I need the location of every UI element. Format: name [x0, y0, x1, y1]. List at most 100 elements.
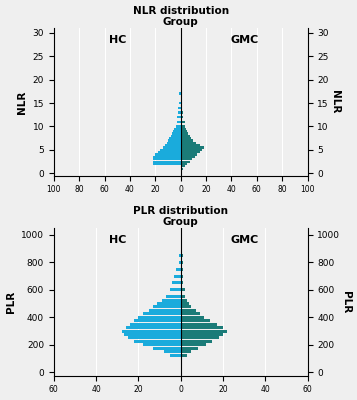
Bar — [153, 306, 181, 308]
Bar — [180, 92, 181, 95]
Bar — [181, 316, 204, 319]
Bar — [181, 282, 183, 284]
Bar — [181, 254, 183, 257]
Bar — [181, 306, 191, 308]
Bar — [128, 336, 181, 340]
Bar — [181, 336, 219, 340]
Title: NLR distribution
Group: NLR distribution Group — [133, 6, 229, 27]
Bar — [153, 347, 181, 350]
Bar — [181, 343, 206, 346]
Bar — [181, 302, 189, 305]
Bar — [124, 333, 181, 336]
Bar — [181, 121, 185, 123]
Bar — [181, 350, 191, 353]
Text: HC: HC — [109, 35, 126, 45]
Bar — [181, 74, 182, 76]
Bar — [181, 330, 227, 332]
Bar — [153, 158, 181, 160]
Text: GMC: GMC — [230, 235, 258, 245]
Bar — [181, 312, 200, 315]
Bar — [177, 121, 181, 123]
Bar — [126, 326, 181, 329]
Bar — [181, 128, 186, 130]
Bar — [181, 125, 185, 128]
Bar — [153, 163, 181, 165]
Bar — [181, 168, 183, 170]
Bar — [181, 298, 187, 302]
Bar — [181, 132, 188, 135]
Bar — [166, 295, 181, 298]
Text: GMC: GMC — [230, 35, 258, 45]
Bar — [178, 106, 181, 109]
Bar — [181, 156, 195, 158]
Bar — [167, 142, 181, 144]
Bar — [166, 144, 181, 146]
Bar — [180, 102, 181, 104]
Bar — [163, 146, 181, 149]
Bar — [172, 282, 181, 284]
Bar — [174, 128, 181, 130]
Bar — [130, 323, 181, 326]
Bar — [178, 111, 181, 114]
Bar — [143, 343, 181, 346]
Bar — [181, 165, 185, 168]
Y-axis label: NLR: NLR — [330, 90, 340, 114]
Bar — [157, 302, 181, 305]
Bar — [162, 298, 181, 302]
Bar — [155, 154, 181, 156]
Bar — [178, 254, 181, 257]
Bar — [164, 350, 181, 353]
Bar — [170, 288, 181, 291]
Bar — [177, 116, 181, 118]
Bar — [149, 309, 181, 312]
Bar — [181, 106, 182, 109]
Bar — [181, 170, 182, 172]
Bar — [181, 55, 182, 57]
Text: HC: HC — [109, 235, 126, 245]
Bar — [153, 160, 181, 163]
Bar — [178, 261, 181, 264]
Bar — [181, 274, 183, 278]
Bar — [181, 92, 182, 95]
Bar — [143, 312, 181, 315]
Bar — [153, 156, 181, 158]
Bar — [134, 319, 181, 322]
Bar — [134, 340, 181, 343]
Bar — [181, 333, 223, 336]
Bar — [181, 151, 200, 153]
Bar — [181, 116, 183, 118]
Bar — [181, 160, 190, 163]
Bar — [181, 268, 183, 271]
Bar — [181, 295, 185, 298]
Bar — [121, 330, 181, 332]
Bar — [181, 83, 182, 85]
Bar — [181, 146, 203, 149]
Bar — [181, 354, 187, 357]
Y-axis label: PLR: PLR — [341, 291, 351, 313]
Bar — [139, 316, 181, 319]
Bar — [181, 102, 182, 104]
Bar — [170, 354, 181, 357]
Bar — [174, 274, 181, 278]
Bar — [181, 64, 182, 66]
Bar — [173, 130, 181, 132]
Bar — [181, 149, 202, 151]
Bar — [181, 163, 187, 165]
Bar — [181, 309, 196, 312]
Bar — [181, 140, 193, 142]
Bar — [169, 137, 181, 139]
Bar — [171, 135, 181, 137]
Bar — [168, 140, 181, 142]
Bar — [181, 323, 217, 326]
Bar — [172, 132, 181, 135]
Bar — [181, 326, 223, 329]
Bar — [181, 154, 197, 156]
Bar — [181, 347, 198, 350]
Bar — [181, 319, 210, 322]
Bar — [181, 288, 185, 291]
Bar — [181, 261, 183, 264]
Bar — [181, 144, 200, 146]
Bar — [181, 158, 192, 160]
Y-axis label: PLR: PLR — [6, 291, 16, 313]
Bar — [181, 340, 212, 343]
